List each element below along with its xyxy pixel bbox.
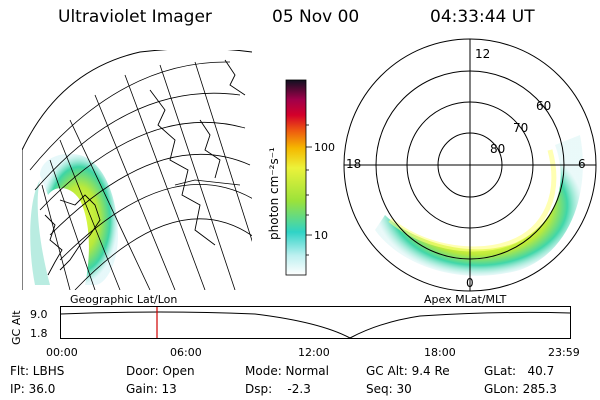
- info-filter: Flt: LBHS: [10, 364, 65, 378]
- lat-label-80: 80: [490, 142, 505, 156]
- info-gc-alt: GC Alt: 9.4 Re: [366, 364, 450, 378]
- info-mode: Mode: Normal: [245, 364, 329, 378]
- map-caption: Geographic Lat/Lon: [70, 293, 178, 306]
- geographic-map: [22, 50, 252, 290]
- info-gain: Gain: 13: [126, 382, 177, 396]
- timeline-ytick-1-8: 1.8: [30, 327, 48, 340]
- polar-plot: 12 18 6 0 60 70 80: [343, 38, 597, 292]
- header-date: 05 Nov 00: [272, 7, 360, 27]
- colorbar-tick-10: 10: [314, 229, 328, 242]
- mlt-label-0: 0: [466, 276, 474, 290]
- info-ip: IP: 36.0: [10, 382, 56, 396]
- timeline-xtick-0600: 06:00: [170, 346, 202, 359]
- colorbar-tick-100: 100: [314, 141, 335, 154]
- timeline-xtick-0000: 00:00: [46, 346, 78, 359]
- info-glon: GLon: 285.3: [484, 382, 557, 396]
- timeline-xtick-1800: 18:00: [424, 346, 456, 359]
- header-time: 04:33:44 UT: [430, 7, 535, 27]
- timeline-ylabel: GC Alt: [10, 310, 23, 345]
- lat-label-60: 60: [536, 99, 551, 113]
- colorbar-gradient: [285, 79, 307, 276]
- info-dsp: Dsp: -2.3: [245, 382, 311, 396]
- colorbar: 100 10 photon cm⁻²s⁻¹: [267, 79, 335, 276]
- mlt-label-12: 12: [475, 47, 490, 61]
- info-seq: Seq: 30: [366, 382, 412, 396]
- polar-caption: Apex MLat/MLT: [424, 293, 507, 306]
- timeline-xtick-2359: 23:59: [548, 346, 580, 359]
- colorbar-unit-label: photon cm⁻²s⁻¹: [267, 147, 281, 240]
- mlt-label-18: 18: [346, 157, 361, 171]
- info-glat: GLat: 40.7: [484, 364, 555, 378]
- timeline-ytick-9: 9.0: [30, 308, 48, 321]
- altitude-timeline: [60, 306, 571, 339]
- altitude-curve: [60, 311, 571, 339]
- lat-label-70: 70: [513, 121, 528, 135]
- timeline-xtick-1200: 12:00: [298, 346, 330, 359]
- mlt-label-6: 6: [578, 157, 586, 171]
- info-door: Door: Open: [126, 364, 195, 378]
- app-title: Ultraviolet Imager: [58, 7, 212, 27]
